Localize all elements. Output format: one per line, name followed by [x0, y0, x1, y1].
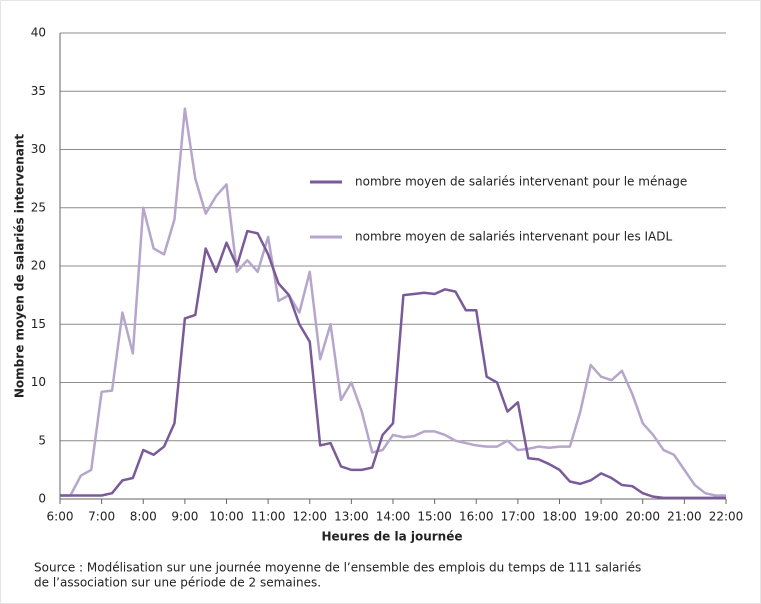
y-tick-label: 0	[38, 492, 46, 506]
x-tick-label: 17:00	[501, 510, 536, 524]
y-tick-label: 25	[31, 200, 46, 214]
y-axis-title: Nombre moyen de salariés intervenant	[13, 134, 27, 398]
y-tick-label: 30	[31, 142, 46, 156]
source-line: Source : Modélisation sur une journée mo…	[34, 561, 641, 575]
legend-label: nombre moyen de salariés intervenant pou…	[355, 175, 687, 189]
x-tick-label: 9:00	[171, 510, 198, 524]
x-tick-label: 12:00	[292, 510, 327, 524]
y-tick-label: 20	[31, 259, 46, 273]
y-tick-label: 10	[31, 375, 46, 389]
x-tick-label: 20:00	[625, 510, 660, 524]
x-tick-label: 15:00	[417, 510, 452, 524]
x-tick-label: 13:00	[334, 510, 369, 524]
x-axis-title: Heures de la journée	[321, 530, 462, 544]
x-tick-label: 16:00	[459, 510, 494, 524]
x-tick-label: 18:00	[542, 510, 577, 524]
x-tick-label: 19:00	[584, 510, 619, 524]
x-tick-label: 10:00	[209, 510, 244, 524]
x-tick-label: 14:00	[376, 510, 411, 524]
x-tick-label: 11:00	[251, 510, 286, 524]
y-tick-label: 40	[31, 26, 46, 40]
legend-label: nombre moyen de salariés intervenant pou…	[355, 230, 672, 244]
y-tick-label: 35	[31, 84, 46, 98]
x-tick-label: 7:00	[88, 510, 115, 524]
series-line	[60, 229, 726, 500]
x-tick-label: 6:00	[47, 510, 74, 524]
x-tick-label: 21:00	[667, 510, 702, 524]
y-tick-label: 5	[38, 433, 46, 447]
source-line: de l’association sur une période de 2 se…	[34, 576, 321, 590]
series-line	[60, 107, 726, 497]
x-tick-label: 22:00	[709, 510, 744, 524]
x-tick-label: 8:00	[130, 510, 157, 524]
y-tick-label: 15	[31, 317, 46, 331]
